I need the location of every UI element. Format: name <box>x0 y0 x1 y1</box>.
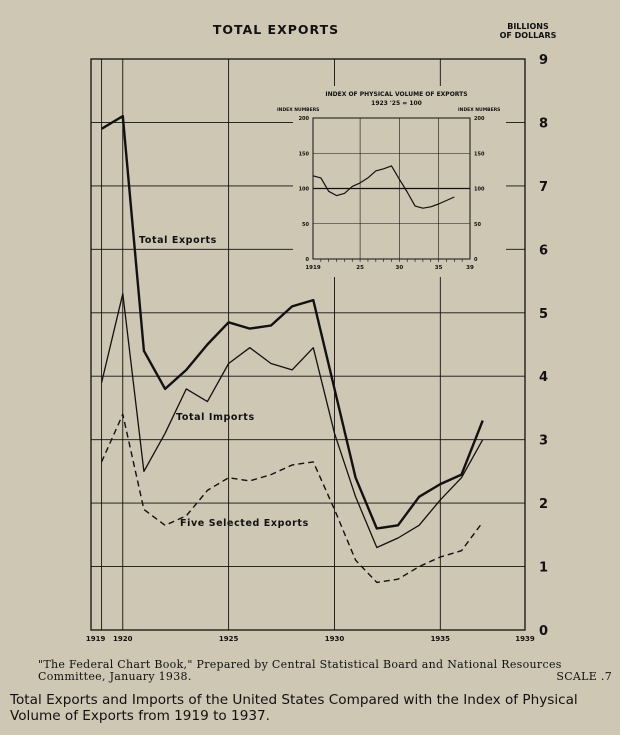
inset-ylabel-right: INDEX NUMBERS <box>458 107 500 113</box>
y-tick-label: 9 <box>539 53 548 68</box>
inset-y-tick-label-left: 100 <box>299 187 310 193</box>
inset-title: INDEX OF PHYSICAL VOLUME OF EXPORTS <box>325 91 467 98</box>
inset-y-tick-label-left: 200 <box>299 116 310 122</box>
x-tick-label: 1939 <box>515 635 535 643</box>
inset-y-tick-label-right: 200 <box>474 116 485 122</box>
inset-x-tick-label: 35 <box>435 265 443 271</box>
source-note: "The Federal Chart Book," Prepared by Ce… <box>38 659 612 683</box>
right-axis-label-line1: BILLIONS <box>507 22 549 31</box>
inset-ylabel-left: INDEX NUMBERS <box>277 107 319 113</box>
inset-y-tick-label-left: 0 <box>306 257 310 263</box>
source-text: "The Federal Chart Book," Prepared by Ce… <box>38 658 562 683</box>
inset-x-tick-label: 39 <box>466 265 474 271</box>
inset-series-line-index <box>312 165 455 209</box>
y-tick-label: 5 <box>539 307 548 322</box>
series-line-total-imports <box>100 293 484 549</box>
figure-caption: Total Exports and Imports of the United … <box>10 692 578 724</box>
y-tick-label: 6 <box>539 243 548 258</box>
x-tick-label: 1920 <box>113 635 133 643</box>
inset-x-tick-label: 30 <box>396 265 404 271</box>
y-tick-label: 8 <box>539 116 548 131</box>
y-tick-label: 2 <box>539 497 548 512</box>
inset-y-tick-label-right: 150 <box>474 151 485 157</box>
scale-note: SCALE .7 <box>556 670 612 683</box>
x-tick-label: 1919 <box>86 635 106 643</box>
series-line-total-exports <box>100 114 484 530</box>
series-label-total-exports: Total Exports <box>139 235 217 246</box>
series-line-five-selected-exports <box>100 413 484 584</box>
main-chart: 0 1 2 3 4 5 6 7 8 9 1919 1920 1925 1930 1935 1939 Total … <box>86 53 548 643</box>
series-label-five-selected-exports: Five Selected Exports <box>180 518 309 529</box>
y-tick-label: 0 <box>539 624 548 639</box>
inset-y-tick-label-right: 100 <box>474 187 485 193</box>
y-tick-label: 3 <box>539 434 548 449</box>
inset-subtitle: 1923 '25 = 100 <box>371 100 422 107</box>
chart-title: TOTAL EXPORTS <box>213 22 339 37</box>
y-tick-label: 7 <box>539 180 548 195</box>
inset-y-tick-label-right: 50 <box>474 222 481 228</box>
inset-y-tick-label-left: 150 <box>299 151 310 157</box>
y-tick-label: 1 <box>539 561 548 576</box>
right-axis-label-line2: OF DOLLARS <box>500 31 557 40</box>
x-tick-label: 1930 <box>325 635 345 643</box>
y-tick-label: 4 <box>539 370 548 385</box>
plot-frame <box>90 58 526 631</box>
series-label-total-imports: Total Imports <box>176 412 255 423</box>
x-tick-label: 1935 <box>431 635 451 643</box>
x-tick-label: 1925 <box>219 635 239 643</box>
inset-y-tick-label-left: 50 <box>302 222 309 228</box>
inset-y-tick-label-right: 0 <box>474 257 478 263</box>
inset-x-tick-label: 1919 <box>305 265 320 271</box>
inset-chart: INDEX OF PHYSICAL VOLUME OF EXPORTS 1923 … <box>277 86 506 277</box>
inset-x-tick-label: 25 <box>356 265 364 271</box>
